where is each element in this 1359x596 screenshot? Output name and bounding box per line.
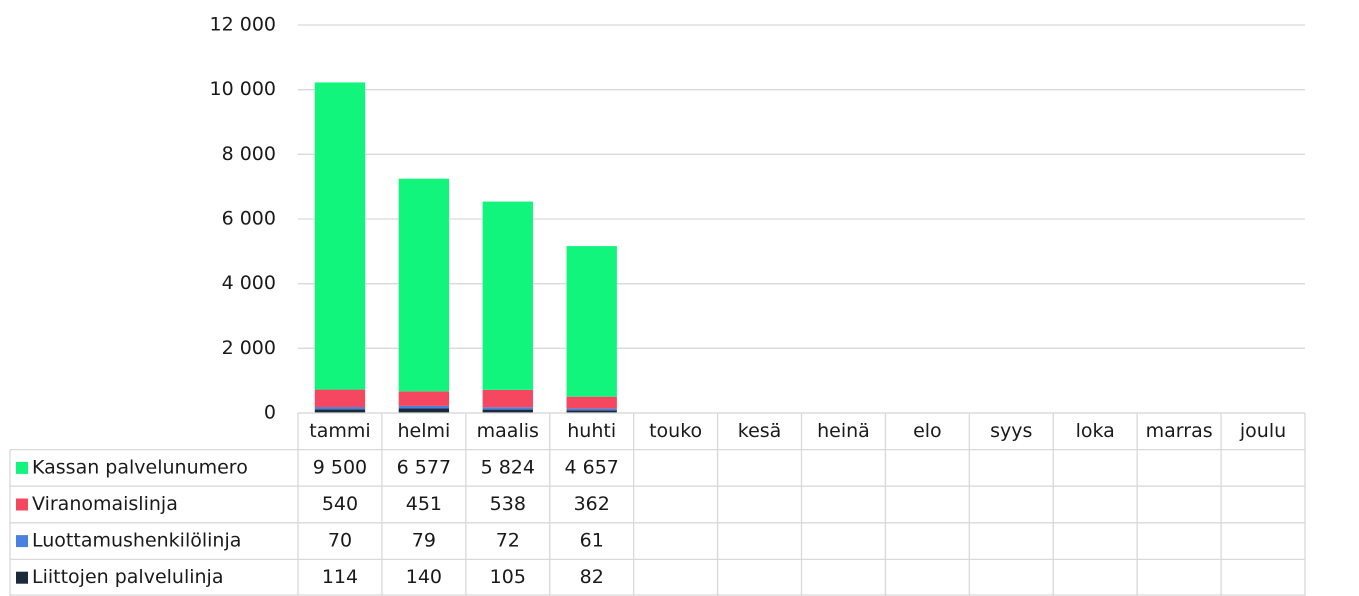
table-value: 538 bbox=[490, 493, 526, 515]
table-value: 4 657 bbox=[565, 456, 619, 478]
y-tick-label: 2 000 bbox=[222, 337, 276, 359]
legend-swatch bbox=[16, 571, 28, 584]
table-value: 105 bbox=[490, 566, 526, 588]
x-tick-label: loka bbox=[1076, 420, 1115, 442]
y-tick-label: 12 000 bbox=[210, 14, 276, 36]
y-tick-label: 8 000 bbox=[222, 143, 276, 165]
bar-segment bbox=[566, 246, 617, 397]
x-tick-label: touko bbox=[649, 420, 702, 442]
bar-segment bbox=[314, 409, 366, 413]
table-value: 61 bbox=[580, 530, 604, 552]
x-tick-label: elo bbox=[913, 420, 942, 442]
legend-label: Liittojen palvelulinja bbox=[32, 566, 223, 588]
table-value: 79 bbox=[412, 530, 436, 552]
table-value: 114 bbox=[322, 566, 358, 588]
table-value: 9 500 bbox=[313, 456, 367, 478]
bar-segment bbox=[314, 82, 366, 390]
x-tick-label: marras bbox=[1146, 420, 1213, 442]
bar-segment bbox=[398, 405, 450, 409]
bar-segment bbox=[566, 408, 617, 411]
x-tick-label: joulu bbox=[1239, 420, 1286, 442]
legend-label: Viranomaislinja bbox=[32, 493, 178, 515]
table-value: 451 bbox=[406, 493, 442, 515]
legend-swatch bbox=[16, 498, 28, 511]
table-value: 72 bbox=[496, 530, 520, 552]
x-tick-label: kesä bbox=[738, 420, 782, 442]
legend-swatch bbox=[16, 461, 28, 474]
y-tick-label: 10 000 bbox=[210, 78, 276, 100]
x-tick-label: tammi bbox=[309, 420, 370, 442]
x-tick-label: huhti bbox=[567, 420, 616, 442]
y-tick-label: 6 000 bbox=[222, 208, 276, 230]
x-tick-label: syys bbox=[990, 420, 1032, 442]
bar-segment bbox=[398, 178, 450, 392]
legend-label: Luottamushenkilölinja bbox=[32, 530, 241, 552]
bar-segment bbox=[398, 391, 450, 406]
table-value: 82 bbox=[580, 566, 604, 588]
bar-segment bbox=[482, 407, 533, 410]
table-value: 6 577 bbox=[397, 456, 451, 478]
table-value: 70 bbox=[328, 530, 352, 552]
bar-segment bbox=[482, 409, 533, 413]
y-tick-label: 4 000 bbox=[222, 272, 276, 294]
x-tick-label: maalis bbox=[477, 420, 539, 442]
bar-segment bbox=[314, 389, 366, 408]
table-value: 5 824 bbox=[481, 456, 535, 478]
x-tick-label: heinä bbox=[817, 420, 870, 442]
x-tick-label: helmi bbox=[397, 420, 450, 442]
bar-segment bbox=[482, 389, 533, 408]
bar-segment bbox=[566, 410, 617, 413]
y-tick-label: 0 bbox=[264, 402, 276, 424]
table-value: 140 bbox=[406, 566, 442, 588]
bar-segment bbox=[482, 201, 533, 390]
table-value: 362 bbox=[574, 493, 610, 515]
legend-swatch bbox=[16, 535, 28, 548]
table-value: 540 bbox=[322, 493, 358, 515]
bar-segment bbox=[566, 396, 617, 409]
bar-segment bbox=[398, 408, 450, 413]
legend-label: Kassan palvelunumero bbox=[32, 456, 248, 478]
bar-segment bbox=[314, 407, 366, 410]
